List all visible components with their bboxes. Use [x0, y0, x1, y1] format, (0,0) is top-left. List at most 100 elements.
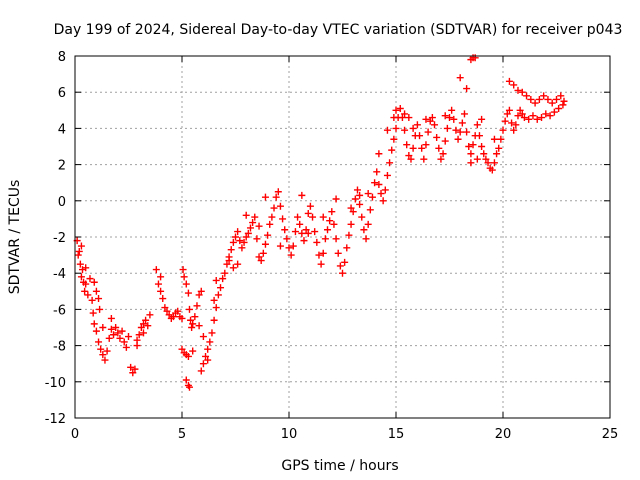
data-point	[298, 191, 306, 199]
data-point	[125, 333, 132, 341]
data-point	[525, 115, 533, 123]
data-point	[199, 360, 207, 368]
data-point	[95, 295, 103, 303]
data-point	[353, 186, 361, 194]
data-point	[77, 242, 85, 250]
data-point	[122, 343, 130, 351]
data-point	[439, 150, 447, 158]
data-point	[431, 121, 439, 129]
data-point	[512, 121, 520, 129]
data-point	[84, 291, 92, 299]
x-axis-ticks: 0 5 10 15 20 25	[71, 56, 618, 442]
data-point	[114, 329, 122, 337]
data-point	[274, 188, 282, 196]
data-point	[428, 114, 436, 122]
data-point	[229, 264, 237, 272]
data-point	[294, 213, 302, 221]
data-point	[272, 193, 280, 201]
data-point	[478, 115, 486, 123]
data-point	[112, 324, 120, 331]
data-point	[482, 155, 490, 163]
data-point	[488, 166, 496, 174]
data-point	[227, 246, 235, 254]
data-point	[242, 233, 250, 241]
data-point	[191, 313, 199, 321]
data-point	[548, 99, 556, 107]
data-point	[546, 112, 554, 120]
data-point	[195, 291, 203, 299]
data-point	[118, 327, 126, 335]
data-point	[460, 110, 468, 118]
data-point	[364, 220, 372, 228]
data-point	[503, 110, 511, 118]
data-point	[317, 260, 325, 268]
data-point	[362, 235, 370, 243]
data-point	[264, 231, 272, 239]
data-point	[409, 124, 417, 132]
data-point	[465, 143, 473, 150]
data-point	[178, 314, 186, 322]
data-point	[324, 226, 332, 234]
data-point	[210, 296, 218, 304]
data-point	[276, 242, 284, 250]
data-point	[240, 238, 248, 246]
data-point	[559, 101, 567, 109]
data-point	[234, 260, 242, 268]
data-point	[383, 171, 391, 179]
data-point	[221, 269, 229, 277]
data-point	[392, 124, 400, 132]
data-point	[152, 266, 160, 274]
data-point	[339, 269, 346, 277]
data-point	[514, 86, 522, 94]
data-point	[366, 206, 374, 214]
data-point	[306, 202, 314, 210]
data-point	[490, 159, 498, 167]
data-point	[373, 168, 381, 176]
data-point	[289, 242, 297, 250]
data-point	[392, 106, 400, 114]
data-point	[381, 186, 389, 194]
data-point	[212, 276, 220, 284]
data-point	[210, 316, 218, 324]
y-tick-label: 2	[58, 159, 66, 174]
data-point	[458, 119, 466, 127]
data-point	[261, 240, 269, 248]
data-point	[375, 181, 383, 189]
data-point	[505, 77, 513, 85]
data-point	[418, 144, 426, 152]
data-point	[188, 324, 196, 331]
data-point	[88, 296, 96, 304]
data-point	[435, 144, 443, 152]
data-point	[184, 289, 192, 297]
data-point	[225, 257, 233, 265]
data-point	[533, 115, 541, 123]
data-point	[197, 287, 205, 295]
data-point	[242, 211, 250, 219]
data-point	[90, 278, 98, 286]
data-point	[236, 237, 244, 245]
data-point	[105, 334, 113, 342]
data-point	[165, 311, 173, 319]
data-point	[514, 112, 522, 120]
data-point	[555, 104, 563, 112]
data-point	[469, 141, 477, 149]
data-point	[364, 190, 372, 198]
data-point	[321, 235, 329, 243]
data-point	[518, 88, 526, 96]
data-point	[174, 307, 182, 315]
data-point	[326, 217, 334, 225]
data-point	[234, 228, 242, 236]
data-point	[328, 208, 336, 216]
data-point	[202, 352, 210, 360]
data-point	[379, 197, 387, 205]
data-point	[300, 237, 308, 245]
data-point	[319, 249, 327, 257]
data-point	[523, 92, 531, 100]
x-tick-label: 25	[602, 427, 619, 442]
data-point	[375, 150, 383, 158]
data-point	[96, 305, 104, 313]
data-point	[446, 114, 453, 122]
data-point	[433, 133, 441, 141]
data-point	[508, 119, 516, 127]
y-tick-label: 0	[58, 195, 66, 210]
